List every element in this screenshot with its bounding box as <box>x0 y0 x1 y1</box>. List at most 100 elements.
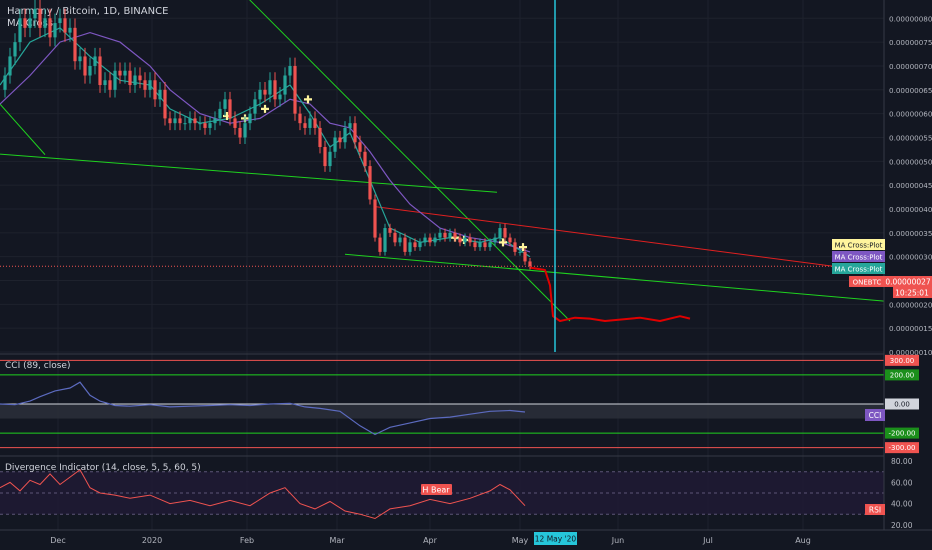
rsi-tick-label: 80.00 <box>891 457 913 466</box>
cci-tag-text: CCI <box>869 411 882 420</box>
price-tick-label: 0.00000060 <box>889 110 932 119</box>
price-tick-label: 0.00000020 <box>889 300 932 309</box>
candle-body <box>483 242 487 248</box>
divergence-pane[interactable]: Divergence Indicator (14, close, 5, 5, 6… <box>0 455 884 520</box>
green-trendlines[interactable] <box>0 0 932 322</box>
candle-body <box>123 70 127 76</box>
symbol-tag-text: ONEBTC <box>853 279 882 287</box>
ma-cross-plot-label: MA Cross:Plot <box>835 266 883 274</box>
symbol-tag-bg <box>849 276 885 287</box>
candle-body <box>323 147 327 167</box>
candle-body <box>398 237 402 243</box>
current-price-bg <box>885 276 932 287</box>
price-tick-label: 0.00000030 <box>889 253 932 262</box>
candle-body <box>3 75 7 90</box>
candle-body <box>508 237 512 243</box>
rsi-axis-ticks: 80.00 60.00 40.00 20.00 <box>891 457 913 530</box>
candle-body <box>318 127 322 148</box>
green-trendline <box>0 153 498 193</box>
candle-body <box>103 80 107 86</box>
rsi-tick-label: 40.00 <box>891 500 913 509</box>
candle-body <box>313 118 317 128</box>
countdown-timer: 10:25:01 <box>895 289 929 298</box>
candle-body <box>158 89 162 100</box>
ma-cross-plot-labels: MA Cross:Plot MA Cross:Plot MA Cross:Plot <box>832 239 885 274</box>
countdown-bg <box>893 287 932 298</box>
candle-body <box>193 118 197 124</box>
price-tick-label: 0.00000010 <box>889 348 932 357</box>
candle-body <box>443 232 447 238</box>
candle-body <box>488 242 492 248</box>
rsi-tag-bg <box>865 504 885 515</box>
rsi-tick-label: 60.00 <box>891 478 913 487</box>
cci-level-lines <box>0 359 884 449</box>
candle-body <box>378 237 382 252</box>
candle-body <box>148 80 152 90</box>
price-scale[interactable]: 0.00000080 0.00000075 0.00000070 0.00000065… <box>883 0 932 550</box>
candle-body <box>13 42 17 57</box>
candle-body <box>198 123 202 125</box>
price-tick-label: 0.00000050 <box>889 157 932 166</box>
cross-marker <box>304 95 312 104</box>
cci-tag-bg <box>865 409 885 421</box>
chart-title: Harmony / Bitcoin, 1D, BINANCE <box>7 6 168 17</box>
h-bear-label[interactable]: H Bear <box>421 484 452 495</box>
candle-body <box>413 242 417 248</box>
candle-body <box>33 8 37 19</box>
candle-body <box>368 166 372 200</box>
time-axis[interactable]: Dec 2020 Feb Mar Apr May Jun Jul Aug 12 May '20 <box>0 529 932 545</box>
candle-body <box>233 118 237 128</box>
candle-body <box>523 251 527 262</box>
candle-body <box>503 228 507 238</box>
candle-body <box>493 237 497 243</box>
price-tick-label: 0.00000055 <box>889 133 932 142</box>
candle-body <box>173 118 177 124</box>
candle-body <box>163 89 167 119</box>
rsi-tag: RSI <box>865 504 885 515</box>
price-tick-label: 0.00000075 <box>889 38 932 47</box>
candle-body <box>438 232 442 238</box>
symbol-price-tag[interactable]: ONEBTC 0.00000027 10:25:01 <box>849 276 932 298</box>
grid-lines <box>0 0 884 530</box>
candle-body <box>388 228 392 233</box>
candle-body <box>243 123 247 138</box>
slow-moving-average-line <box>0 31 531 253</box>
candle-body <box>153 80 157 100</box>
candle-body <box>63 18 67 33</box>
candle-body <box>248 113 252 124</box>
date-tag-text: 12 May '20 <box>535 535 577 544</box>
price-pane[interactable]: Harmony / Bitcoin, 1D, BINANCE MA Cross <box>0 0 932 352</box>
candle-body <box>258 89 262 100</box>
candle-body <box>283 75 287 95</box>
candle-body <box>343 127 347 143</box>
candle-body <box>118 70 122 76</box>
candle-body <box>228 99 232 119</box>
candle-body <box>458 237 462 243</box>
ma-cross-plot-label-bg <box>832 251 885 262</box>
price-tick-label: 0.00000045 <box>889 181 932 190</box>
candle-body <box>178 118 182 124</box>
candle-body <box>218 108 222 119</box>
cci-tick-label: -300.00 <box>888 444 915 452</box>
candle-body <box>428 237 432 243</box>
candle-body <box>43 18 47 28</box>
rsi-tag-text: RSI <box>869 506 881 515</box>
candle-body <box>328 151 332 167</box>
candle-body <box>453 232 457 238</box>
candle-body <box>448 232 452 238</box>
candle-body <box>303 123 307 128</box>
cross-marker <box>499 238 507 247</box>
price-tick-label: 0.00000080 <box>889 14 932 23</box>
cci-band <box>0 404 884 419</box>
ma-cross-plot-label: MA Cross:Plot <box>835 242 883 250</box>
projection-curve[interactable] <box>529 266 691 322</box>
candle-body <box>373 199 377 238</box>
cci-pane[interactable]: CCI (89, close) <box>0 353 884 449</box>
cci-title: CCI (89, close) <box>5 361 70 371</box>
candle-body <box>513 242 517 252</box>
candle-body <box>68 27 72 33</box>
candle-body <box>108 80 112 90</box>
time-tick-label: 2020 <box>142 536 162 545</box>
candle-body <box>273 80 277 100</box>
